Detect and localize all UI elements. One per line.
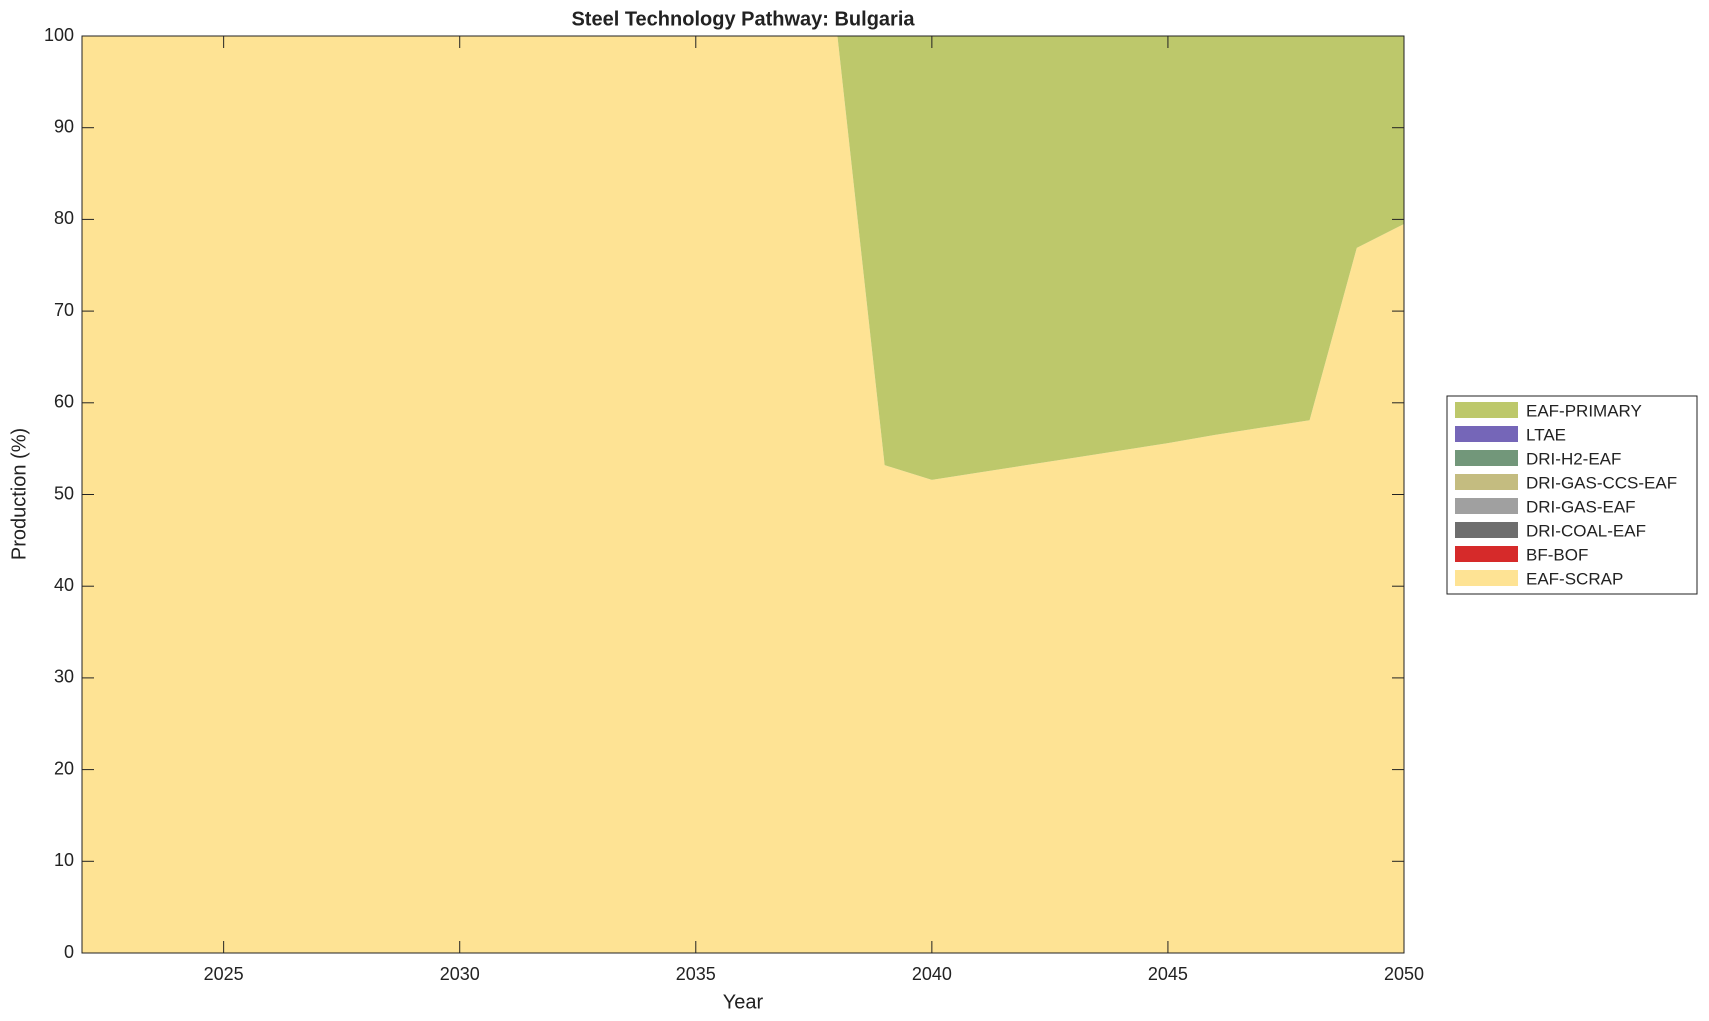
x-tick-label: 2030 [440, 964, 480, 984]
legend-swatch [1455, 498, 1518, 514]
y-tick-label: 80 [54, 208, 74, 228]
legend-swatch [1455, 450, 1518, 466]
y-tick-label: 50 [54, 483, 74, 503]
legend-label: LTAE [1526, 425, 1566, 444]
legend-label: BF-BOF [1526, 545, 1588, 564]
legend-label: DRI-GAS-CCS-EAF [1526, 473, 1677, 492]
legend-label: DRI-COAL-EAF [1526, 521, 1646, 540]
legend-label: EAF-SCRAP [1526, 569, 1623, 588]
legend-label: DRI-GAS-EAF [1526, 497, 1636, 516]
y-tick-label: 90 [54, 116, 74, 136]
x-tick-label: 2035 [676, 964, 716, 984]
chart-title: Steel Technology Pathway: Bulgaria [571, 8, 915, 30]
y-tick-label: 20 [54, 758, 74, 778]
x-axis-label: Year [723, 991, 764, 1013]
legend-label: DRI-H2-EAF [1526, 449, 1621, 468]
legend-swatch [1455, 402, 1518, 418]
y-tick-label: 30 [54, 667, 74, 687]
legend-swatch [1455, 522, 1518, 538]
area [82, 36, 1404, 953]
y-tick-label: 60 [54, 392, 74, 412]
y-axis-label: Production (%) [8, 428, 30, 560]
y-tick-label: 0 [64, 942, 74, 962]
y-tick-label: 40 [54, 575, 74, 595]
legend-label: EAF-PRIMARY [1526, 401, 1642, 420]
legend-swatch [1455, 474, 1518, 490]
legend-swatch [1455, 546, 1518, 562]
x-tick-label: 2045 [1148, 964, 1188, 984]
legend-swatch [1455, 570, 1518, 586]
x-tick-label: 2040 [912, 964, 952, 984]
y-tick-label: 100 [44, 25, 74, 45]
x-tick-label: 2025 [204, 964, 244, 984]
x-tick-label: 2050 [1384, 964, 1424, 984]
area [82, 36, 1404, 480]
y-tick-label: 10 [54, 850, 74, 870]
y-tick-label: 70 [54, 300, 74, 320]
legend-swatch [1455, 426, 1518, 442]
